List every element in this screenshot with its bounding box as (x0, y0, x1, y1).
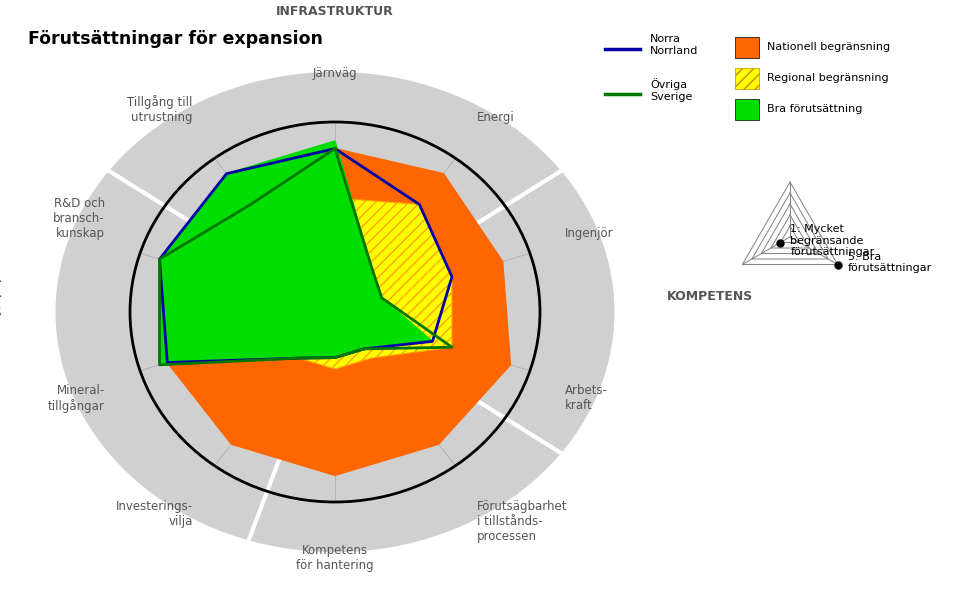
Polygon shape (159, 141, 433, 365)
Text: Ingenjör: Ingenjör (565, 227, 613, 240)
Text: Energi: Energi (477, 111, 515, 124)
Text: Mineral-
tillgångar: Mineral- tillgångar (48, 384, 105, 413)
Text: Kompetens
för hantering: Kompetens för hantering (297, 544, 373, 572)
Text: Arbets-
kraft: Arbets- kraft (565, 384, 608, 411)
Polygon shape (218, 198, 452, 369)
Text: MARKNADS-
FÖRUTSÄTT-
NINGAR: MARKNADS- FÖRUTSÄTT- NINGAR (0, 275, 3, 318)
Text: Förutsägbarhet
i tillstånds-
processen: Förutsägbarhet i tillstånds- processen (477, 500, 567, 542)
Text: Övriga
Sverige: Övriga Sverige (650, 78, 692, 102)
Text: Bra förutsättning: Bra förutsättning (767, 104, 862, 114)
Polygon shape (167, 149, 511, 475)
Text: Tillgång till
utrustning: Tillgång till utrustning (128, 95, 193, 124)
Ellipse shape (57, 73, 613, 551)
Text: R&D och
bransch-
kunskap: R&D och bransch- kunskap (54, 197, 105, 240)
Text: Förutsättningar för expansion: Förutsättningar för expansion (28, 30, 323, 48)
Text: KOMPETENS: KOMPETENS (667, 290, 754, 303)
Text: INFRASTRUKTUR: INFRASTRUKTUR (276, 5, 394, 18)
Text: 1: Mycket
begränsande
förutsättningar: 1: Mycket begränsande förutsättningar (790, 224, 875, 257)
Bar (735, 37, 759, 58)
Bar (735, 99, 759, 120)
Text: Järnväg: Järnväg (313, 67, 357, 80)
Text: Regional begränsning: Regional begränsning (767, 73, 889, 83)
Text: 5: Bra
förutsättningar: 5: Bra förutsättningar (848, 252, 932, 274)
Bar (735, 68, 759, 89)
Text: Investerings-
vilja: Investerings- vilja (116, 500, 193, 527)
Text: Nationell begränsning: Nationell begränsning (767, 42, 890, 52)
Text: Norra
Norrland: Norra Norrland (650, 34, 698, 56)
